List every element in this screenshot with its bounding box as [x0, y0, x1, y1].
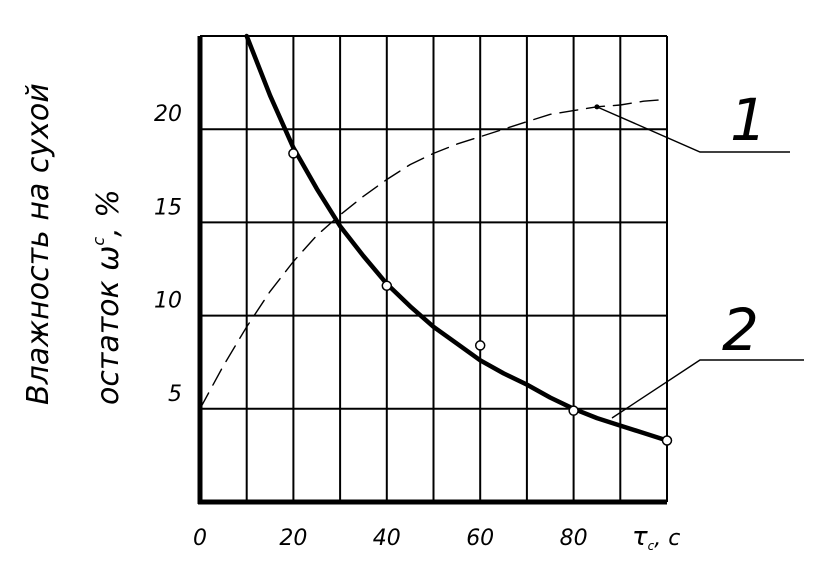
y-axis-label-unit: , % — [91, 189, 126, 237]
tick-labels: 0 20 40 60 80 5 10 15 20 — [154, 102, 588, 551]
y-axis-label-text: остаток ω — [91, 246, 126, 405]
series-2-line — [244, 33, 670, 443]
x-tick-label: 0 — [193, 526, 207, 551]
series-2-point — [568, 405, 579, 416]
x-axis-label-subscript: c — [648, 539, 655, 553]
x-tick-label: 40 — [373, 526, 401, 551]
series-2-point — [381, 280, 393, 292]
y-axis-label-line1: Влажность на сухой — [21, 83, 56, 405]
x-axis-label-unit: , с — [654, 526, 680, 551]
series-2-point — [661, 435, 673, 446]
series-1-line — [199, 98, 668, 410]
x-axis-label: τc, с — [632, 522, 680, 553]
grid — [200, 35, 668, 502]
y-axis-label-line2: остаток ωc, % — [89, 189, 126, 405]
curve-1-leader — [596, 106, 790, 153]
y-tick-label: 15 — [154, 195, 182, 220]
series-2-point — [474, 340, 486, 351]
x-axis-label-symbol: τ — [632, 522, 648, 552]
x-tick-label: 60 — [466, 526, 494, 551]
y-tick-label: 10 — [154, 289, 182, 314]
x-tick-label: 80 — [560, 526, 588, 551]
y-axis-label-superscript: c — [89, 237, 108, 246]
series-2-point — [288, 148, 299, 159]
x-tick-label: 20 — [279, 526, 307, 551]
series-layer — [199, 33, 804, 446]
curve-1-label: 1 — [730, 86, 767, 154]
curve-2-leader — [611, 359, 804, 419]
axes — [197, 36, 667, 505]
y-tick-label: 20 — [154, 102, 182, 127]
y-tick-label: 5 — [168, 382, 182, 407]
curve-2-label: 2 — [722, 296, 759, 364]
